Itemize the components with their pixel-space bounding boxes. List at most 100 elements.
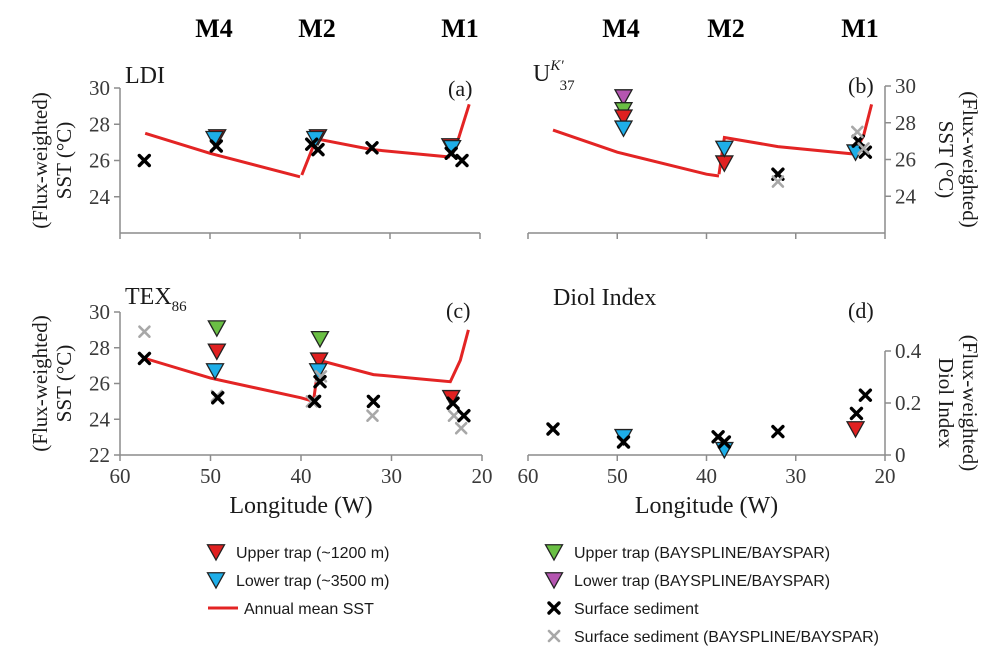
surface-sediment-point-stroke-2: [546, 422, 560, 436]
panel-title: UK′ 37: [533, 58, 575, 94]
y-axis-label: SST (°C): [52, 345, 76, 422]
panel-title-main: LDI: [125, 63, 165, 89]
surface-sediment-point-stroke-2: [365, 141, 379, 155]
y-tick-label: 0.4: [895, 339, 922, 363]
upper-trap-1200-m-point: [613, 109, 634, 127]
y-axis-label: (Flux-weighted): [958, 335, 982, 471]
y-tick-label: 22: [89, 443, 110, 467]
series-surface-sediment-bayspline-bayspar: [138, 325, 468, 435]
legend-marker: [544, 572, 564, 590]
surface-sediment-point: [616, 435, 631, 449]
surface-sediment-point-stroke-2: [446, 396, 460, 410]
series-upper-trap-bayspline-bayspar: [207, 320, 330, 349]
x-axis-label: Longitude (W): [229, 493, 372, 519]
panel-title-sub: 37: [560, 78, 576, 94]
legend-label: Lower trap (~3500 m): [236, 573, 389, 590]
surface-sediment-point-stroke-2: [616, 435, 631, 449]
y-tick-label: 26: [89, 149, 110, 173]
panel-letter: (b): [848, 73, 874, 98]
panel-title-sub: 86: [172, 299, 188, 315]
y-tick-label: 28: [89, 112, 110, 136]
legend-item-upper-trap-bayspline-bayspar: Upper trap (BAYSPLINE/BAYSPAR): [544, 544, 830, 562]
panel-title: TEX86: [125, 284, 187, 315]
surface-sediment-point: [211, 391, 225, 405]
upper-trap-bayspline-bayspar-point: [207, 320, 227, 338]
surface-sediment-bayspline-bayspar-point: [305, 395, 319, 408]
surface-sediment-point-stroke-2: [209, 139, 224, 153]
surface-sediment-point-stroke-2: [455, 153, 469, 168]
x-tick-label: 50: [607, 464, 628, 488]
legend-item-lower-trap-3500-m: Lower trap (~3500 m): [206, 572, 389, 590]
legend-marker: [547, 601, 561, 615]
surface-sediment-point-stroke-2: [717, 435, 732, 449]
legend-marker-stroke-2: [547, 601, 561, 615]
surface-sediment-point-stroke-2: [313, 375, 327, 389]
surface-sediment-point-stroke-2: [211, 391, 225, 405]
surface-sediment-bayspline-bayspar-point-stroke-2: [454, 421, 468, 435]
surface-sediment-point-stroke-2: [366, 394, 381, 409]
series-surface-sediment: [546, 388, 873, 449]
surface-sediment-point-stroke-2: [311, 142, 325, 157]
surface-sediment-point: [771, 424, 785, 439]
surface-sediment-point: [137, 351, 152, 366]
legend-label: Surface sediment: [574, 601, 699, 618]
surface-sediment-point: [365, 141, 379, 155]
legend-item-upper-trap-1200-m: Upper trap (~1200 m): [206, 544, 389, 562]
surface-sediment-point-stroke-2: [849, 406, 864, 421]
surface-sediment-point: [446, 396, 460, 410]
surface-sediment-bayspline-bayspar-point-stroke-2: [447, 409, 461, 422]
panel-title: Diol Index: [553, 285, 656, 311]
x-tick-label: 20: [472, 464, 493, 488]
panel-title-main: U: [533, 61, 550, 87]
station-label-m2: M2: [707, 14, 745, 43]
surface-sediment-point: [455, 153, 469, 168]
surface-sediment-bayspline-bayspar-point-stroke-2: [857, 142, 870, 155]
y-tick-label: 26: [895, 148, 916, 172]
legend-marker-stroke-2: [547, 629, 561, 643]
surface-sediment-bayspline-bayspar-point-stroke-2: [138, 325, 151, 338]
panel-a: 24 26 28 30 (Flux-weighted) SST (°C) LDI (a): [28, 63, 481, 239]
surface-sediment-bayspline-bayspar-point-stroke-2: [771, 175, 785, 188]
x-tick-label: 40: [291, 464, 312, 488]
surface-sediment-bayspline-bayspar-point: [771, 175, 785, 188]
panel-letter: (a): [448, 76, 472, 101]
y-tick-label: 0: [895, 443, 906, 467]
annual-mean-sst-line-1: [717, 104, 874, 175]
surface-sediment-bayspline-bayspar-point: [138, 325, 151, 338]
surface-sediment-point: [137, 153, 152, 168]
legend-label: Surface sediment (BAYSPLINE/BAYSPAR): [574, 629, 879, 646]
surface-sediment-point-stroke-2: [307, 394, 322, 409]
series-lower-trap-bayspline-bayspar: [613, 89, 634, 107]
lower-trap-3500-m-point: [308, 363, 328, 381]
annual-mean-sst-line-0: [144, 357, 315, 403]
panel-letter: (c): [446, 298, 470, 323]
surface-sediment-point: [444, 146, 458, 160]
series-surface-sediment: [137, 351, 471, 423]
x-tick-label: 30: [785, 464, 806, 488]
legend-item-surface-sediment: Surface sediment: [547, 601, 699, 618]
legend-label: Upper trap (BAYSPLINE/BAYSPAR): [574, 545, 830, 562]
surface-sediment-point-stroke-2: [137, 351, 152, 366]
legend-label: Annual mean SST: [244, 601, 374, 618]
legend-label: Upper trap (~1200 m): [236, 545, 389, 562]
y-tick-label: 26: [89, 372, 110, 396]
surface-sediment-point: [209, 139, 224, 153]
annual-mean-sst-line-0: [144, 131, 301, 179]
upper-trap-1200-m-point: [207, 343, 227, 361]
surface-sediment-point-stroke-2: [771, 424, 785, 439]
surface-sediment-bayspline-bayspar-point: [447, 409, 461, 422]
y-tick-label: 24: [895, 184, 917, 208]
y-tick-label: 0.2: [895, 391, 921, 415]
series-lower-trap-3500-m: [204, 130, 462, 158]
legend-item-lower-trap-bayspline-bayspar: Lower trap (BAYSPLINE/BAYSPAR): [544, 572, 830, 590]
y-axis-label: SST (°C): [52, 122, 76, 199]
surface-sediment-point-stroke-2: [137, 153, 152, 168]
surface-sediment-bayspline-bayspar-point: [851, 125, 864, 139]
y-tick-label: 24: [89, 185, 111, 209]
surface-sediment-point: [366, 394, 381, 409]
legend-marker: [547, 629, 561, 643]
y-axis-label: (Flux-weighted): [28, 92, 52, 228]
y-tick-label: 28: [895, 111, 916, 135]
lower-trap-3500-m-point: [204, 130, 225, 149]
